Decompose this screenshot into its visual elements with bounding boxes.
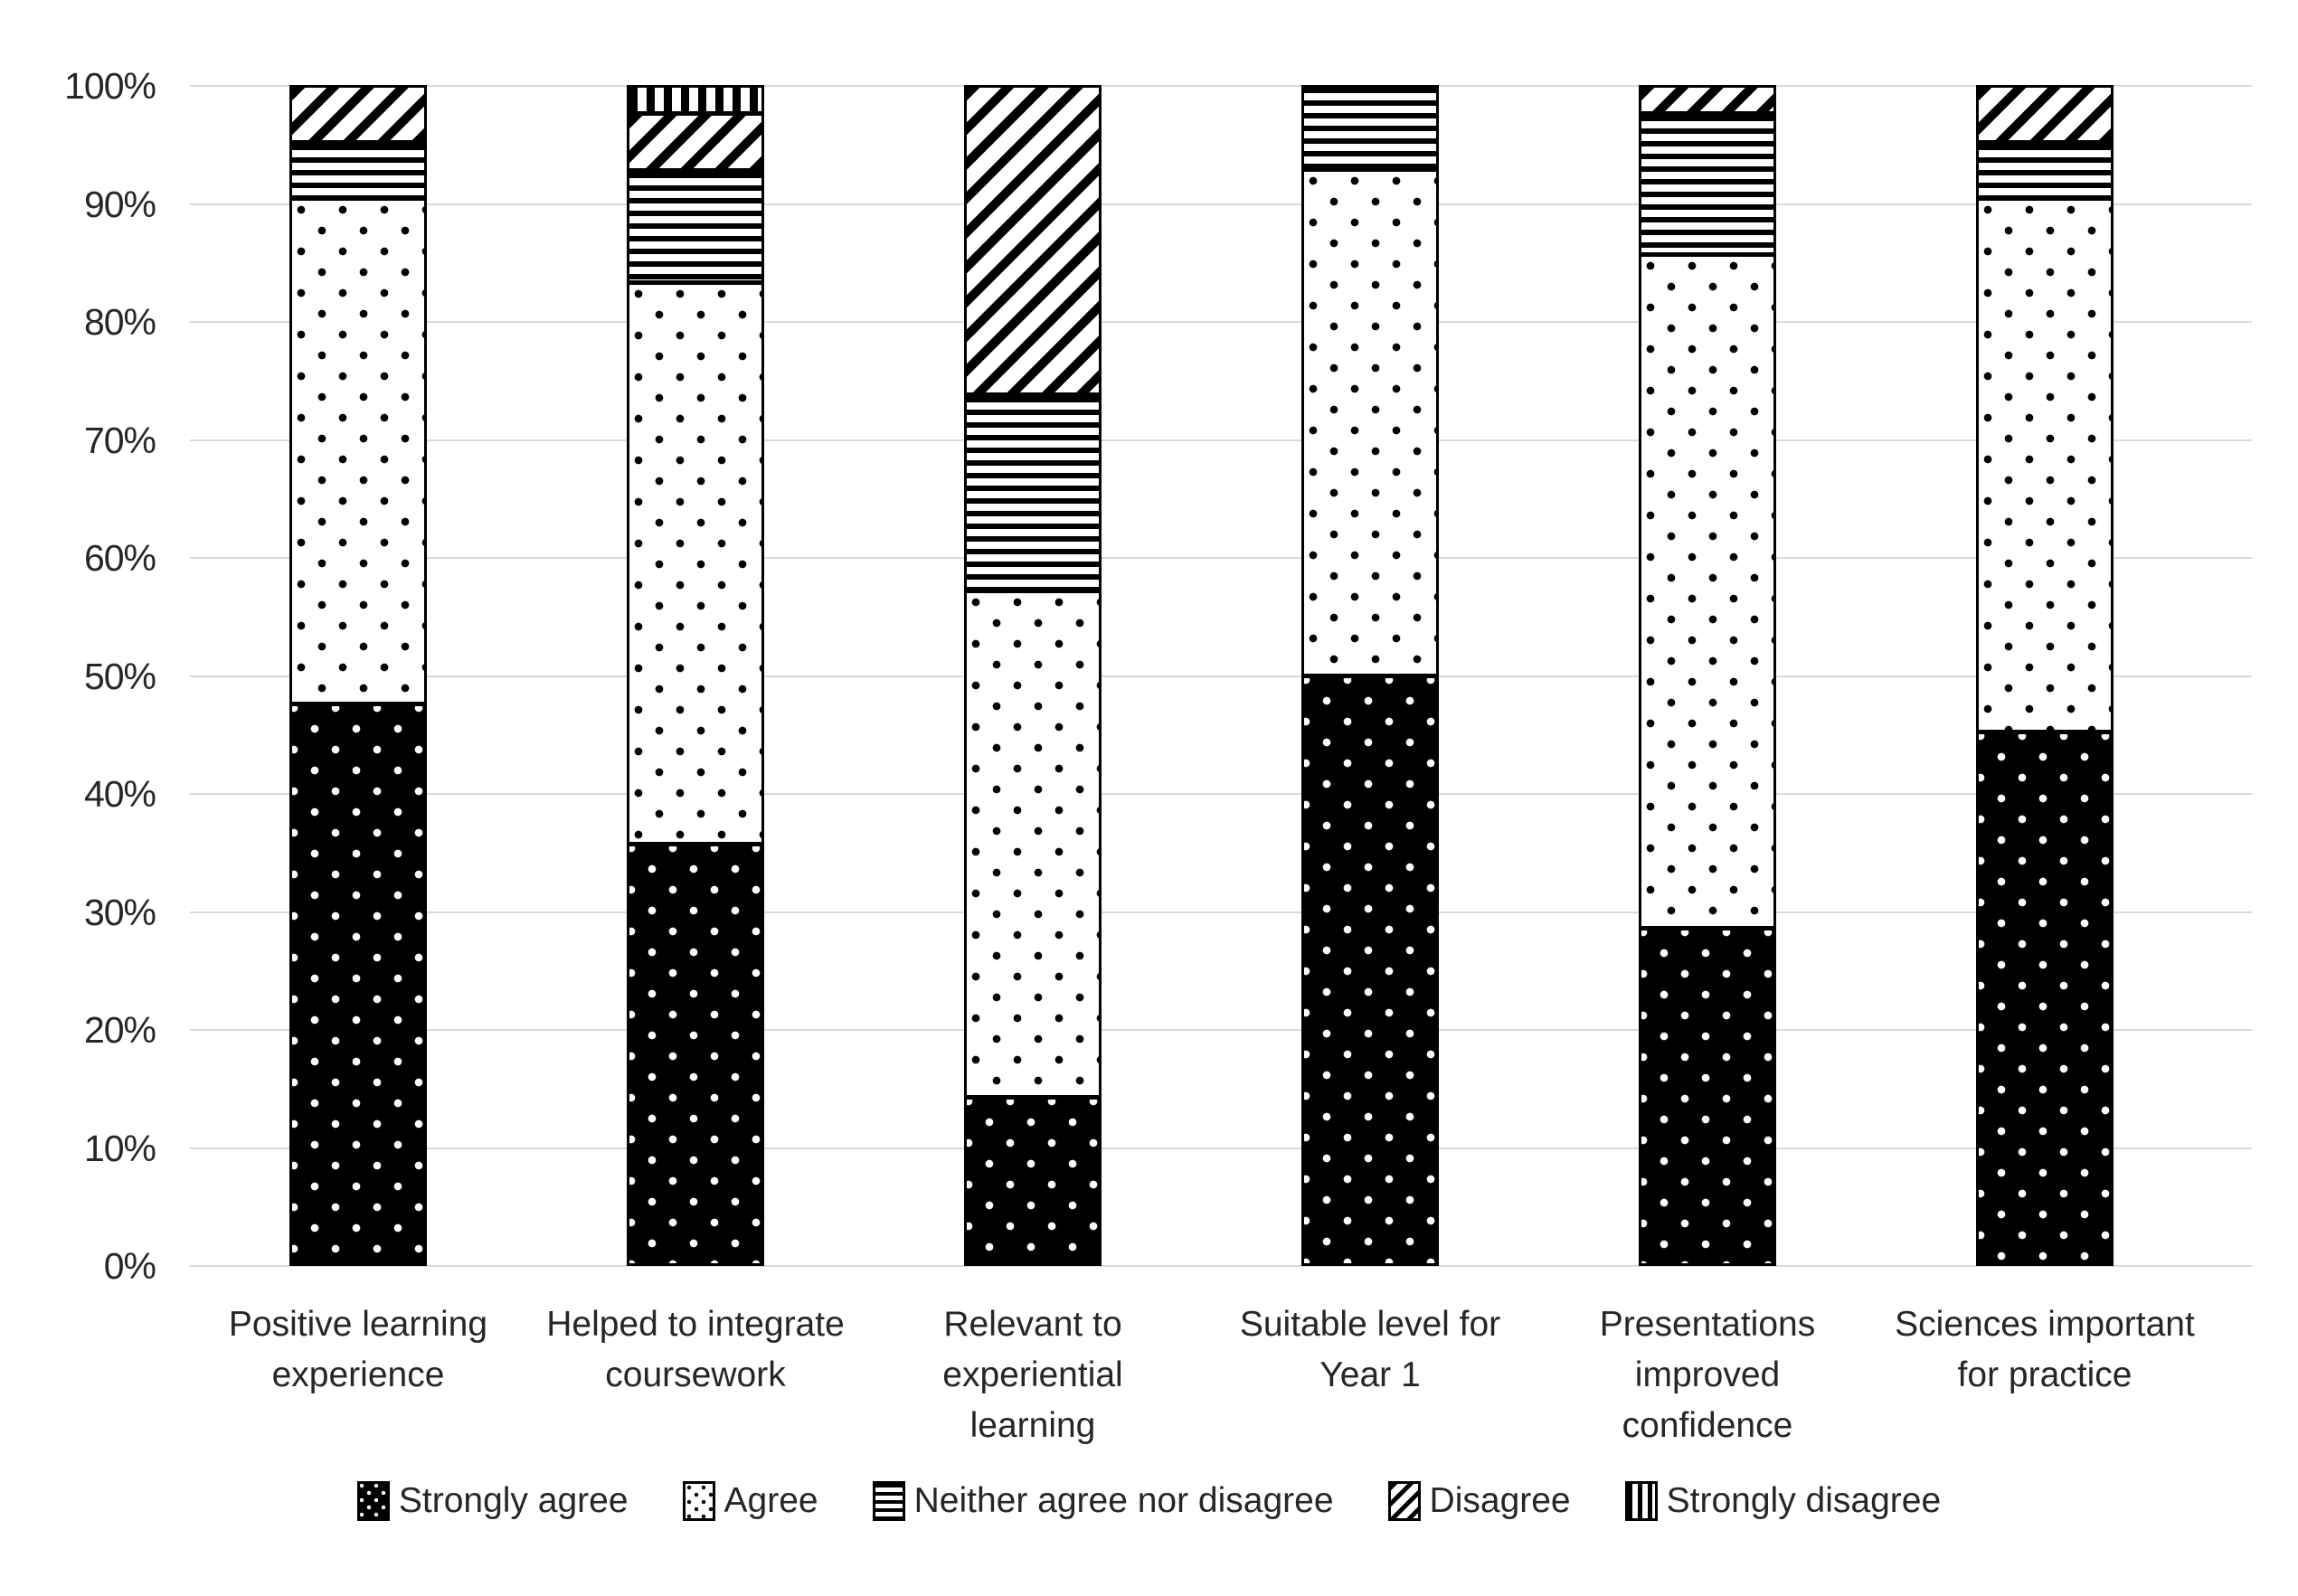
legend-label: Agree bbox=[723, 1481, 818, 1520]
bar-segment-d bbox=[289, 85, 427, 143]
gridline bbox=[190, 1147, 2252, 1149]
gridline bbox=[190, 321, 2252, 323]
bar-segment-sa bbox=[627, 844, 764, 1266]
bar-segment-d bbox=[627, 113, 764, 171]
bar-segment-d bbox=[1976, 85, 2114, 143]
legend-swatch-dots-white-on-black-icon bbox=[356, 1481, 390, 1521]
bar-segment-n bbox=[1976, 141, 2114, 200]
gridline bbox=[190, 557, 2252, 559]
y-axis-tick-label: 100% bbox=[64, 65, 156, 107]
category-label-line: for practice bbox=[1957, 1355, 2133, 1394]
bar-5 bbox=[1639, 85, 1776, 1266]
category-label-line: Presentations bbox=[1599, 1305, 1816, 1344]
plot-area bbox=[190, 85, 2252, 1267]
category-label-line: confidence bbox=[1622, 1406, 1793, 1445]
y-axis-tick-label: 40% bbox=[83, 773, 156, 815]
category-label-line: Year 1 bbox=[1319, 1355, 1421, 1394]
gridline bbox=[190, 911, 2252, 913]
bar-segment-a bbox=[1639, 253, 1776, 929]
bar-segment-n bbox=[964, 393, 1102, 592]
legend-swatch-diagonal-stripes-icon bbox=[1387, 1481, 1421, 1521]
legend-item: Disagree bbox=[1387, 1481, 1571, 1521]
category-label-line: Relevant to bbox=[943, 1305, 1122, 1344]
legend-swatch-dots-black-on-white-icon bbox=[682, 1481, 715, 1521]
bar-segment-sd bbox=[627, 85, 764, 115]
bar-segment-a bbox=[964, 590, 1102, 1098]
bar-segment-sa bbox=[964, 1096, 1102, 1266]
y-axis-tick-label: 10% bbox=[83, 1127, 156, 1169]
category-label-line: learning bbox=[969, 1406, 1096, 1445]
bar-segment-n bbox=[1301, 85, 1439, 170]
bar-segment-sa bbox=[1976, 732, 2114, 1266]
legend-item: Strongly agree bbox=[356, 1481, 629, 1521]
y-axis-tick-label: 0% bbox=[103, 1245, 156, 1287]
legend-label: Neither agree nor disagree bbox=[913, 1481, 1334, 1520]
bar-segment-d bbox=[964, 85, 1102, 395]
y-axis: 100% 90% 80% 70% 60% 50% 40% 30% 20% 10% 0% bbox=[0, 0, 158, 1596]
category-label: Positive learning experience bbox=[177, 1299, 539, 1401]
category-label: Suitable level for Year 1 bbox=[1189, 1299, 1551, 1401]
category-label: Sciences important for practice bbox=[1864, 1299, 2226, 1401]
bar-segment-sa bbox=[1301, 675, 1439, 1266]
y-axis-tick-label: 50% bbox=[83, 655, 156, 697]
category-label-line: coursework bbox=[605, 1355, 786, 1394]
gridline bbox=[190, 1265, 2252, 1267]
legend-label: Strongly agree bbox=[398, 1481, 629, 1520]
gridline bbox=[190, 675, 2252, 677]
bar-segment-d bbox=[1639, 85, 1776, 115]
gridline bbox=[190, 85, 2252, 87]
gridline bbox=[190, 439, 2252, 441]
bar-segment-a bbox=[289, 198, 427, 705]
bar-segment-sa bbox=[1639, 927, 1776, 1266]
bar-segment-n bbox=[627, 169, 764, 283]
category-label-line: experiential bbox=[942, 1355, 1123, 1394]
category-label-line: Suitable level for bbox=[1239, 1305, 1501, 1344]
legend-label: Disagree bbox=[1429, 1481, 1571, 1520]
legend-swatch-horizontal-stripes-icon bbox=[872, 1481, 905, 1521]
bar-segment-a bbox=[627, 281, 764, 845]
y-axis-tick-label: 90% bbox=[83, 183, 156, 225]
y-axis-tick-label: 80% bbox=[83, 301, 156, 343]
category-label: Presentations improved confidence bbox=[1527, 1299, 1888, 1451]
legend-item: Neither agree nor disagree bbox=[872, 1481, 1334, 1521]
category-label-line: Sciences important bbox=[1895, 1305, 2195, 1344]
bar-segment-n bbox=[289, 141, 427, 200]
category-label-line: Helped to integrate bbox=[546, 1305, 845, 1344]
y-axis-tick-label: 70% bbox=[83, 419, 156, 461]
bar-2 bbox=[627, 85, 764, 1266]
category-label: Relevant to experiential learning bbox=[852, 1299, 1214, 1451]
category-label-line: experience bbox=[271, 1355, 445, 1394]
bar-6 bbox=[1976, 85, 2114, 1266]
bar-segment-a bbox=[1301, 168, 1439, 676]
category-label: Helped to integrate coursework bbox=[515, 1299, 876, 1401]
y-axis-tick-label: 30% bbox=[83, 891, 156, 933]
bar-segment-a bbox=[1976, 198, 2114, 733]
gridline bbox=[190, 793, 2252, 795]
legend-swatch-vertical-stripes-icon bbox=[1624, 1481, 1658, 1521]
y-axis-tick-label: 60% bbox=[83, 537, 156, 579]
gridline bbox=[190, 1029, 2252, 1031]
legend-item: Agree bbox=[682, 1481, 818, 1521]
gridline bbox=[190, 203, 2252, 205]
y-axis-tick-label: 20% bbox=[83, 1009, 156, 1051]
legend: Strongly agree Agree Neither agree nor dis… bbox=[0, 1481, 2298, 1521]
legend-label: Strongly disagree bbox=[1666, 1481, 1942, 1520]
bar-3 bbox=[964, 85, 1102, 1266]
category-label-line: Positive learning bbox=[228, 1305, 488, 1344]
bar-1 bbox=[289, 85, 427, 1266]
bar-segment-n bbox=[1639, 113, 1776, 255]
bar-4 bbox=[1301, 85, 1439, 1266]
legend-item: Strongly disagree bbox=[1624, 1481, 1942, 1521]
category-label-line: improved bbox=[1634, 1355, 1781, 1394]
bar-segment-sa bbox=[289, 704, 427, 1266]
